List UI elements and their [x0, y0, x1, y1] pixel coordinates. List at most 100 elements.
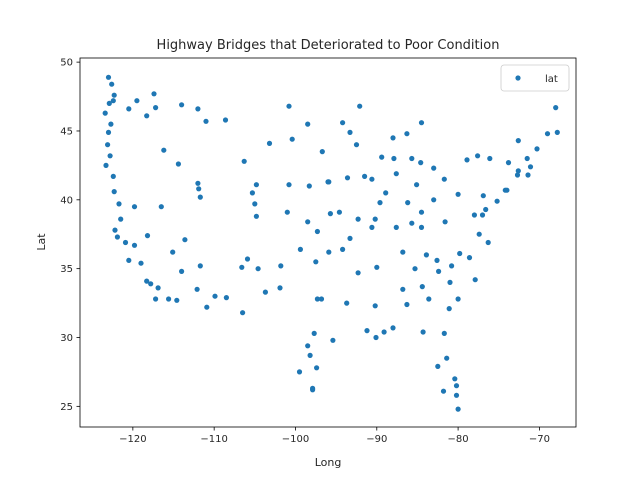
data-point: [195, 180, 201, 186]
data-point: [487, 155, 493, 162]
data-point: [405, 200, 411, 206]
data-point: [175, 161, 181, 167]
data-point: [554, 129, 560, 135]
data-point: [485, 239, 491, 246]
data-point: [390, 135, 396, 141]
data-point: [347, 129, 353, 135]
data-point: [194, 286, 200, 292]
data-point: [393, 171, 399, 177]
data-point: [297, 246, 303, 252]
y-tick-label: 25: [60, 402, 73, 413]
data-point: [314, 228, 320, 235]
data-point: [441, 176, 447, 182]
data-point: [453, 392, 460, 398]
data-point: [404, 301, 410, 308]
legend-box: [500, 64, 570, 92]
data-point: [134, 98, 140, 104]
x-tick-label: −120: [119, 434, 146, 445]
data-point: [434, 257, 440, 263]
data-point: [179, 102, 185, 108]
data-point: [420, 329, 426, 335]
data-point: [253, 213, 259, 219]
data-point: [452, 376, 458, 382]
data-point: [374, 264, 380, 270]
data-point: [466, 255, 473, 261]
data-point: [314, 365, 320, 371]
x-tick-label: −100: [282, 434, 309, 445]
data-point: [455, 406, 461, 412]
data-point: [122, 239, 129, 246]
data-point: [103, 162, 109, 168]
x-tick-label: −80: [448, 434, 469, 445]
points-layer: [102, 74, 560, 412]
data-point: [131, 204, 138, 210]
data-point: [364, 328, 370, 334]
data-point: [313, 259, 319, 265]
data-point: [471, 212, 477, 218]
data-point: [102, 110, 108, 116]
data-point: [174, 297, 180, 303]
data-point: [151, 91, 157, 97]
data-point: [369, 176, 375, 182]
data-point: [109, 81, 115, 87]
data-point: [305, 219, 311, 225]
x-axis-label: Long: [315, 456, 342, 469]
data-point: [524, 155, 530, 162]
data-point: [418, 120, 425, 126]
data-point: [505, 160, 512, 166]
data-point: [118, 216, 124, 222]
x-tick-label: −90: [366, 434, 387, 445]
data-point: [409, 220, 415, 226]
data-point: [381, 329, 387, 335]
data-point: [431, 197, 437, 203]
y-tick-label: 35: [60, 264, 73, 275]
legend-label-lat: lat: [545, 74, 558, 85]
data-point: [391, 155, 397, 162]
data-point: [404, 131, 410, 137]
data-point: [449, 263, 455, 269]
data-point: [255, 266, 261, 272]
data-point: [442, 219, 448, 225]
data-point: [278, 263, 284, 269]
data-point: [379, 154, 385, 160]
data-point: [106, 100, 112, 106]
data-point: [330, 337, 336, 343]
data-point: [148, 281, 154, 287]
data-point: [195, 106, 201, 112]
data-point: [203, 118, 209, 124]
data-point: [111, 92, 117, 98]
data-point: [131, 242, 138, 248]
data-point: [223, 295, 229, 301]
data-point: [444, 355, 450, 361]
data-point: [110, 98, 116, 104]
data-point: [479, 212, 486, 218]
data-point: [373, 334, 379, 341]
data-point: [289, 136, 295, 142]
data-point: [383, 190, 389, 196]
data-point: [326, 249, 332, 255]
data-point: [244, 256, 251, 262]
data-point: [296, 369, 303, 375]
data-point: [475, 153, 481, 159]
data-point: [419, 284, 425, 290]
data-point: [284, 209, 290, 215]
data-point: [355, 216, 361, 222]
data-point: [412, 266, 418, 272]
data-point: [347, 235, 353, 241]
data-point: [318, 296, 325, 302]
x-tick-label: −110: [200, 434, 227, 445]
data-point: [166, 296, 172, 302]
data-point: [453, 383, 460, 389]
data-point: [446, 306, 452, 312]
data-point: [418, 209, 425, 215]
data-point: [409, 155, 415, 162]
data-point: [355, 270, 361, 276]
data-point: [196, 186, 202, 192]
data-point: [390, 325, 396, 331]
data-point: [116, 201, 122, 207]
data-point: [266, 140, 273, 146]
y-tick-label: 50: [60, 58, 73, 69]
data-point: [239, 264, 245, 270]
data-point: [107, 153, 113, 159]
y-tick-label: 40: [60, 195, 73, 206]
